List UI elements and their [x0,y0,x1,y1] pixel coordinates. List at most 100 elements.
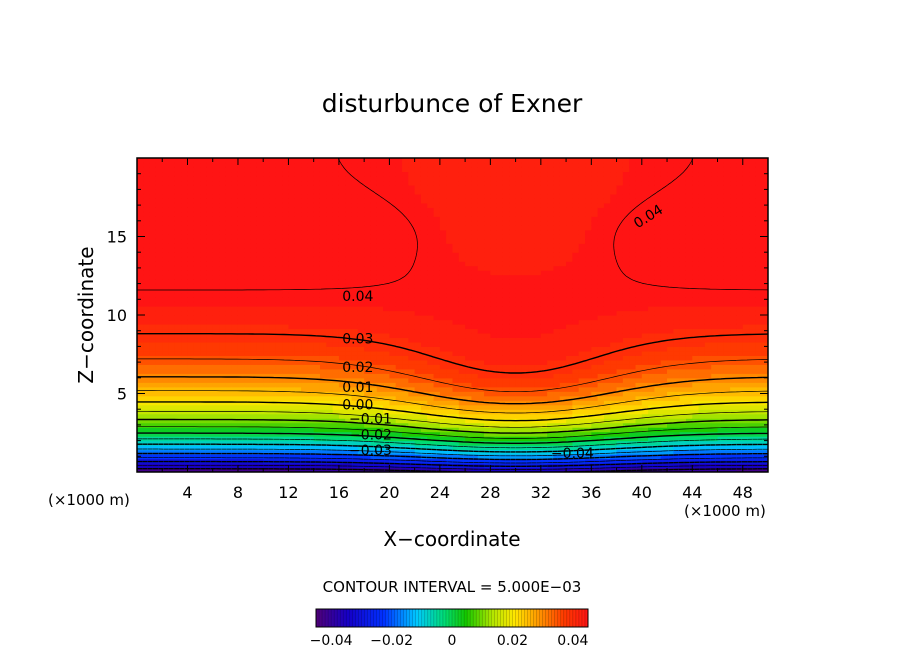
contour-cell [137,395,144,401]
contour-cell [547,445,555,451]
contour-cell [414,207,422,213]
contour-cell [155,283,163,289]
contour-cell [237,283,245,289]
contour-cell [534,306,542,312]
contour-cell [338,243,346,249]
contour-cell [307,368,315,374]
contour-cell [212,391,220,397]
contour-cell [553,436,561,442]
contour-cell [395,158,403,164]
contour-cell [540,288,548,294]
contour-cell [521,229,529,235]
contour-cell [433,220,441,226]
contour-cell [263,382,271,388]
contour-cell [553,189,561,195]
contour-cell [200,166,208,173]
contour-cell [408,332,416,339]
contour-cell [326,247,334,253]
contour-cell [162,288,170,294]
contour-cell [439,292,447,298]
contour-cell [458,436,466,442]
contour-cell [414,422,422,428]
contour-cell [389,400,397,406]
contour-cell [420,171,428,177]
contour-cell [370,220,378,226]
contour-cell [237,306,245,312]
contour-cell [395,270,403,276]
contour-cell [547,279,555,285]
contour-cell [263,418,271,424]
contour-cell [244,180,252,186]
contour-cell [402,252,409,258]
contour-cell [559,350,567,356]
contour-cell [313,310,321,316]
contour-cell [465,180,473,186]
contour-cell [521,171,529,177]
contour-cell [566,229,573,235]
contour-cell [351,193,359,199]
contour-cell [225,283,233,289]
contour-cell [181,391,189,397]
contour-cell [395,171,403,177]
contour-cell [446,301,454,307]
contour-cell [162,368,170,374]
contour-cell [433,234,441,240]
contour-cell [559,355,567,361]
contour-cell [326,274,334,280]
contour-cell [452,238,460,244]
contour-cell [370,166,378,173]
contour-cell [168,359,176,365]
contour-cell [275,175,283,182]
contour-cell [301,301,308,307]
contour-cell [572,310,580,316]
contour-cell [206,279,214,285]
contour-cell [515,171,523,177]
contour-cell [502,211,510,217]
contour-cell [433,359,441,365]
contour-cell [383,332,390,339]
contour-cell [288,175,296,182]
contour-cell [585,458,592,464]
contour-cell [376,283,384,289]
contour-cell [509,431,517,437]
contour-cell [534,315,542,321]
contour-cell [301,256,308,262]
contour-cell [357,292,365,298]
contour-cell [219,337,226,343]
contour-cell [414,427,422,433]
contour-cell [313,220,321,226]
contour-cell [187,301,195,307]
contour-cell [490,306,498,312]
contour-cell [301,292,308,298]
contour-cell [383,310,390,316]
contour-cell [237,395,245,401]
contour-cell [547,225,555,231]
contour-cell [250,368,258,374]
contour-cell [319,274,327,280]
contour-cell [219,261,226,267]
contour-cell [237,350,245,356]
contour-cell [301,315,308,321]
contour-cell [395,256,403,262]
contour-cell [250,207,258,213]
contour-cell [490,261,498,267]
contour-cell [465,283,473,289]
contour-cell [219,310,226,316]
contour-cell [307,207,315,213]
contour-cell [237,346,245,352]
contour-cell [244,202,252,208]
contour-cell [471,175,479,182]
contour-cell [528,364,536,370]
contour-cell [313,440,321,446]
contour-cell [288,198,296,204]
contour-cell [319,440,327,446]
contour-cell [351,323,359,330]
contour-cell [509,180,517,186]
contour-cell [338,359,346,365]
contour-cell [376,207,384,213]
contour-cell [370,440,378,446]
contour-cell [225,315,233,321]
contour-cell [578,279,586,285]
contour-cell [515,247,523,253]
contour-cell [332,319,340,325]
